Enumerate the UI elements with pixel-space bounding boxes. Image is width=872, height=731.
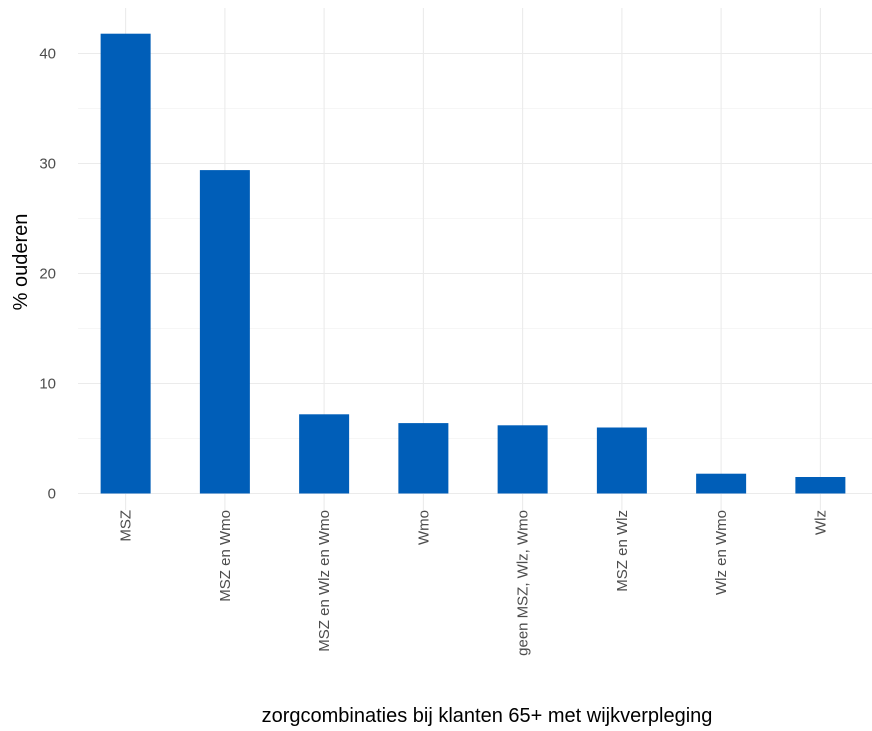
y-tick-label: 40	[39, 46, 56, 63]
bar	[100, 33, 151, 494]
x-tick-label: MSZ en Wlz en Wmo	[316, 510, 333, 652]
x-tick-label: Wmo	[415, 510, 432, 545]
x-tick-label: MSZ en Wlz	[614, 510, 631, 592]
bar	[795, 477, 846, 494]
bar	[199, 170, 250, 494]
y-tick-label: 10	[39, 376, 56, 393]
bar	[596, 427, 647, 494]
bar	[696, 473, 747, 494]
x-tick-label: Wlz en Wmo	[713, 510, 730, 595]
bar	[398, 423, 449, 494]
x-tick-label: MSZ	[118, 510, 135, 542]
y-axis-title: % ouderen	[10, 214, 32, 311]
x-tick-label: Wlz	[812, 510, 829, 535]
bar	[497, 425, 548, 494]
x-axis-title: zorgcombinaties bij klanten 65+ met wijk…	[262, 705, 713, 727]
y-tick-label: 30	[39, 156, 56, 173]
bars	[100, 33, 846, 494]
bar	[299, 414, 350, 494]
x-tick-label: MSZ en Wmo	[217, 510, 234, 602]
x-axis-ticks: MSZ MSZ en Wmo MSZ en Wlz en Wmo Wmo geen MS…	[118, 510, 830, 656]
y-tick-label: 0	[48, 486, 56, 503]
x-tick-label: geen MSZ, Wlz, Wmo	[515, 510, 532, 656]
y-tick-label: 20	[39, 266, 56, 283]
grid-lines	[78, 8, 872, 510]
y-axis-ticks: 0 10 20 30 40	[39, 46, 56, 503]
